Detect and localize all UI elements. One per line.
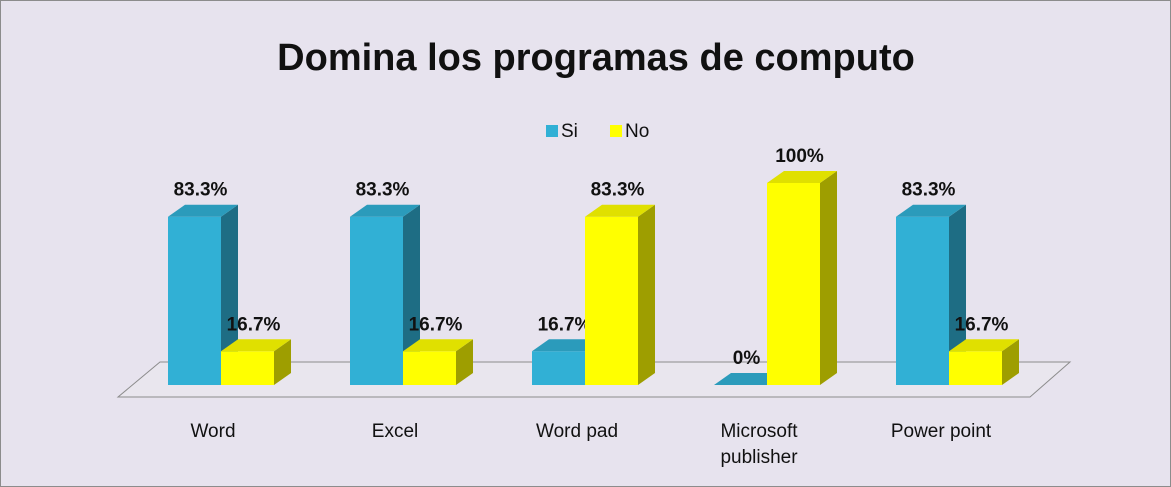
- bar: [767, 171, 837, 385]
- bar-side: [1002, 339, 1019, 385]
- category-label: Word pad: [535, 421, 619, 442]
- bar-front: [221, 351, 274, 385]
- bar-front: [532, 351, 585, 385]
- bar-side: [274, 339, 291, 385]
- category-label: Power point: [890, 421, 992, 442]
- bar: [403, 339, 473, 385]
- bar-front: [767, 183, 820, 385]
- bar-side: [638, 204, 655, 385]
- bar-top: [168, 204, 238, 217]
- category-label: Word: [190, 421, 236, 442]
- legend-swatch: [610, 125, 622, 137]
- data-label: 83.3%: [902, 180, 956, 201]
- bar-top: [585, 204, 655, 217]
- data-label: 83.3%: [174, 180, 228, 201]
- bar-top: [714, 373, 784, 385]
- bar: [350, 204, 420, 385]
- bar-top: [403, 339, 473, 352]
- data-label: 16.7%: [955, 314, 1009, 335]
- bar-front: [585, 216, 638, 385]
- bar-side: [403, 204, 420, 385]
- bar-side: [456, 339, 473, 385]
- bar: [949, 339, 1019, 385]
- data-label: 16.7%: [538, 314, 592, 335]
- bar-side: [820, 171, 837, 385]
- legend-label: No: [625, 121, 649, 142]
- bar-top: [896, 204, 966, 217]
- bar-front: [350, 216, 403, 385]
- bar: [896, 204, 966, 385]
- bar-front: [896, 216, 949, 385]
- bar-side: [221, 204, 238, 385]
- data-label: 16.7%: [227, 314, 281, 335]
- bar-top: [350, 204, 420, 217]
- bar-side: [949, 204, 966, 385]
- category-label: Microsoft publisher: [720, 421, 798, 468]
- bar-front: [403, 351, 456, 385]
- bar-top: [949, 339, 1019, 352]
- bar-top: [532, 339, 602, 352]
- data-label: 100%: [775, 146, 824, 167]
- data-label: 83.3%: [591, 180, 645, 201]
- legend-label: Si: [561, 121, 578, 142]
- data-label: 16.7%: [409, 314, 463, 335]
- bar: [714, 373, 784, 385]
- data-label: 0%: [733, 348, 761, 369]
- chart-title: Domina los programas de computo: [277, 37, 915, 79]
- bar-front: [168, 216, 221, 385]
- category-label: Excel: [371, 421, 419, 442]
- bar-front: [949, 351, 1002, 385]
- data-label: 83.3%: [356, 180, 410, 201]
- bar: [168, 204, 238, 385]
- legend-swatch: [546, 125, 558, 137]
- bar: [585, 204, 655, 385]
- bar-top: [767, 171, 837, 183]
- bar: [221, 339, 291, 385]
- bar-top: [221, 339, 291, 352]
